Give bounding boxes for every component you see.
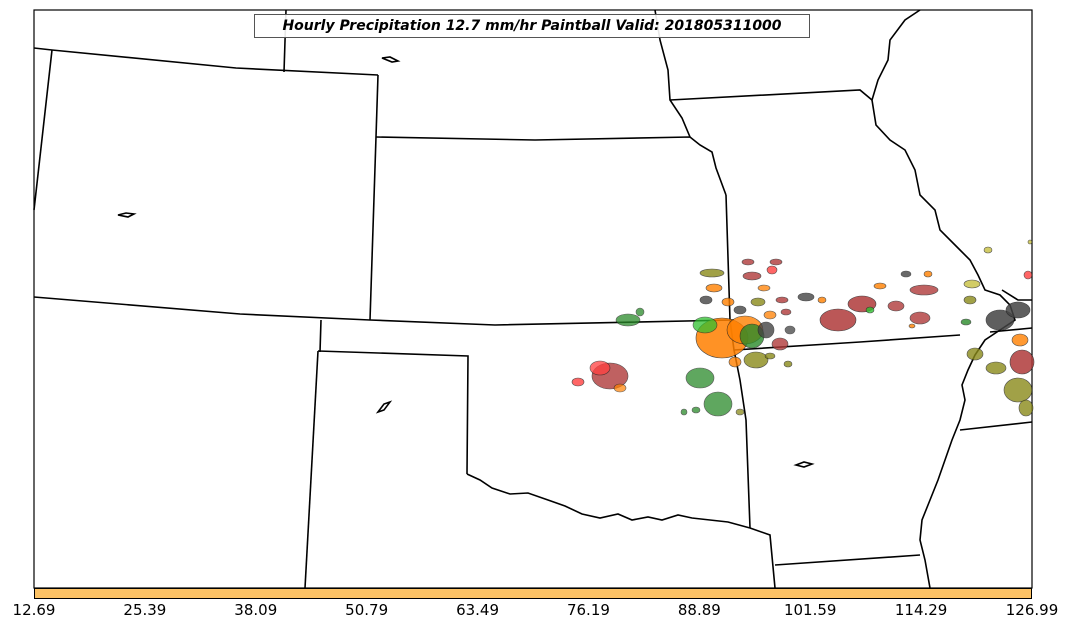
paintball-blob xyxy=(784,325,796,335)
paintball-blob xyxy=(728,356,742,368)
paintball-blob xyxy=(615,313,641,327)
paintball-blob xyxy=(733,305,747,315)
boundary-ok-panhandle-west xyxy=(319,319,322,353)
paintball-blob xyxy=(960,318,972,326)
lake-texas xyxy=(375,400,393,414)
boundary-red-river xyxy=(466,473,751,529)
colorbar-tick-label: 25.39 xyxy=(123,601,167,619)
paintball-blob xyxy=(742,271,762,281)
boundary-tennessee-north xyxy=(989,327,1033,333)
paintball-blob xyxy=(887,300,905,312)
paintball-blob xyxy=(985,309,1015,331)
paintball-blob xyxy=(699,268,725,278)
paintball-blob xyxy=(741,258,755,266)
paintball-blob xyxy=(873,282,887,290)
paintball-blob xyxy=(865,306,875,314)
boundary-kansas-north xyxy=(375,136,727,196)
colorbar-tick-label: 76.19 xyxy=(566,601,610,619)
paintball-blob xyxy=(705,283,723,293)
precip-paintballs xyxy=(571,239,1035,417)
paintball-blob xyxy=(721,297,735,307)
colorbar-tick-label: 101.59 xyxy=(783,601,837,619)
colorbar-tick-label: 88.89 xyxy=(677,601,721,619)
paintball-blob xyxy=(819,308,857,332)
colorbar-tick-label: 50.79 xyxy=(345,601,389,619)
paintball-blob xyxy=(757,321,775,339)
paintball-blob xyxy=(699,295,713,305)
paintball-blob xyxy=(908,323,916,329)
paintball-blob xyxy=(764,352,776,360)
colorbar-tick-label: 12.69 xyxy=(12,601,56,619)
paintball-blob xyxy=(680,408,688,416)
colorbar-tick-label: 126.99 xyxy=(1005,601,1059,619)
paintball-blob xyxy=(691,406,701,414)
paintball-blob xyxy=(783,360,793,368)
paintball-blob xyxy=(703,391,733,417)
paintball-blob xyxy=(963,279,981,289)
boundary-colorado-west xyxy=(33,49,53,211)
paintball-blob xyxy=(963,295,977,305)
boundary-colorado-south xyxy=(33,296,735,326)
map-title: Hourly Precipitation 12.7 mm/hr Paintbal… xyxy=(254,14,810,38)
paintball-blob xyxy=(780,308,792,316)
paintball-blob xyxy=(1018,399,1034,417)
paintball-blob xyxy=(1005,301,1031,319)
paintball-blob xyxy=(775,296,789,304)
paintball-blob xyxy=(909,311,931,325)
paintball-blob xyxy=(685,367,715,389)
paintball-blob xyxy=(923,270,933,278)
paintball-blob xyxy=(769,258,783,266)
paintball-blob xyxy=(766,265,778,275)
paintball-blob xyxy=(797,292,815,302)
boundary-colorado-kansas xyxy=(369,136,377,321)
paintball-blob xyxy=(771,337,789,351)
paintball-blob xyxy=(817,296,827,304)
colorbar-tick-label: 38.09 xyxy=(234,601,278,619)
lake-arkansas xyxy=(793,461,815,468)
paintball-blob xyxy=(966,347,984,361)
paintball-blob xyxy=(909,284,939,296)
map-frame xyxy=(33,9,1033,589)
boundary-missouri-north xyxy=(669,89,873,101)
paintball-blob xyxy=(635,307,645,317)
state-boundaries xyxy=(33,9,1033,589)
paintball-blob xyxy=(692,316,718,334)
lake-nebraska xyxy=(381,56,401,63)
paintball-blob xyxy=(900,270,912,278)
colorbar-tick-label: 63.49 xyxy=(456,601,500,619)
paintball-blob xyxy=(743,351,769,369)
paintball-blob xyxy=(735,408,745,416)
boundary-tennessee-south xyxy=(959,421,1033,431)
paintball-blob xyxy=(1011,333,1029,347)
boundary-kentucky-corner xyxy=(1001,289,1032,301)
paintball-blob xyxy=(750,297,766,307)
boundary-ok-panhandle-south xyxy=(317,350,469,475)
paintball-blob xyxy=(1023,270,1033,280)
paintball-blob xyxy=(985,361,1007,375)
boundary-nebraska-south-west xyxy=(375,74,379,138)
paintball-blob xyxy=(983,246,993,254)
boundary-texas-nm xyxy=(304,350,319,589)
boundary-mississippi xyxy=(871,9,1016,589)
paintball-blob xyxy=(1027,239,1033,245)
boundary-colorado-north xyxy=(33,47,379,76)
colorbar-tick-label: 114.29 xyxy=(894,601,948,619)
paintball-blob xyxy=(757,284,771,292)
boundary-arkansas-texas xyxy=(749,527,776,589)
lake-wyoming xyxy=(117,212,137,218)
paintball-blob xyxy=(589,360,611,376)
paintball-blob xyxy=(571,377,585,387)
colorbar xyxy=(34,588,1032,599)
paintball-blob xyxy=(1003,377,1033,403)
paintball-blob xyxy=(763,310,777,320)
paintball-blob xyxy=(1009,349,1035,375)
paintball-blob xyxy=(613,383,627,393)
boundary-arkansas-louisiana xyxy=(774,554,921,566)
